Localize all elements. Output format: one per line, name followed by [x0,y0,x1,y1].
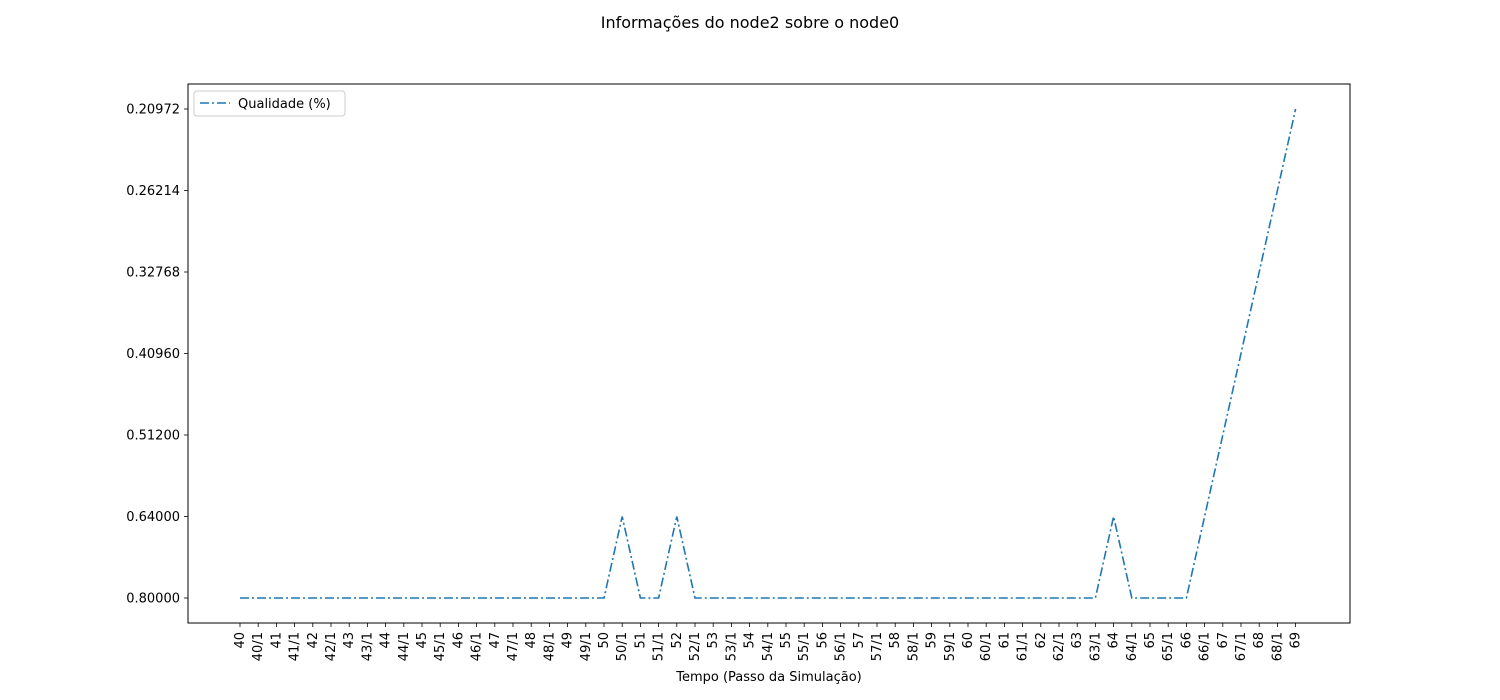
x-tick-label: 45 [415,632,430,649]
y-tick-label: 0.40960 [126,347,180,362]
x-tick-label: 64/1 [1125,632,1140,661]
x-tick-label: 44 [379,632,394,649]
x-tick-label: 49/1 [579,632,594,661]
x-tick-label: 57 [852,632,867,649]
x-tick-label: 42/1 [324,632,339,661]
x-tick-label: 46 [451,632,466,649]
x-tick-label: 63 [1070,632,1085,649]
x-tick-label: 62/1 [1052,632,1067,661]
x-tick-label: 59/1 [943,632,958,661]
legend: Qualidade (%) [193,90,346,117]
chart-title: Informações do node2 sobre o node0 [601,13,899,32]
x-tick-label: 40 [233,632,248,649]
x-tick-label: 66/1 [1198,632,1213,661]
x-tick-label: 65 [1143,632,1158,649]
y-tick-label: 0.51200 [126,429,180,444]
x-tick-label: 50/1 [615,632,630,661]
x-tick-label: 67 [1216,632,1231,649]
y-tick-label: 0.26214 [126,184,180,199]
x-tick-label: 51/1 [652,632,667,661]
x-tick-label: 62 [1034,632,1049,649]
x-tick-label: 52/1 [688,632,703,661]
x-tick-label: 45/1 [433,632,448,661]
x-tick-label: 54/1 [761,632,776,661]
x-tick-label: 59 [925,632,940,649]
x-tick-label: 49 [561,632,576,649]
series-line [240,108,1297,599]
legend-label: Qualidade (%) [238,97,331,112]
x-tick-label: 66 [1179,632,1194,649]
x-tick-label: 40/1 [251,632,266,661]
x-tick-label: 46/1 [470,632,485,661]
x-tick-label: 43/1 [360,632,375,661]
x-tick-label: 53/1 [724,632,739,661]
x-tick-label: 55/1 [797,632,812,661]
x-tick-label: 42 [306,632,321,649]
axes-ticks: 40 40/1 41 41/1 42 42/1 43 43/1 44 44/1 45 45/1 46 46… [126,103,1303,662]
x-tick-label: 61 [997,632,1012,649]
y-tick-label: 0.20972 [126,103,180,118]
x-tick-label: 56/1 [834,632,849,661]
x-tick-label: 60/1 [979,632,994,661]
x-tick-label: 41/1 [288,632,303,661]
x-axis-label: Tempo (Passo da Simulação) [675,670,862,685]
x-tick-label: 58 [888,632,903,649]
x-tick-label: 68 [1252,632,1267,649]
x-tick-label: 55 [779,632,794,649]
y-tick-label: 0.64000 [126,510,180,525]
x-tick-label: 69 [1289,632,1304,649]
x-tick-label: 58/1 [906,632,921,661]
y-tick-label: 0.32768 [126,266,180,281]
x-tick-label: 52 [670,632,685,649]
plot-frame [187,83,1351,624]
x-tick-label: 48/1 [542,632,557,661]
x-tick-label: 41 [269,632,284,649]
x-tick-label: 47 [488,632,503,649]
x-tick-label: 63/1 [1088,632,1103,661]
x-tick-label: 68/1 [1270,632,1285,661]
x-tick-label: 64 [1107,632,1122,649]
x-tick-label: 51 [633,632,648,649]
x-tick-label: 53 [706,632,721,649]
x-tick-label: 50 [597,632,612,649]
x-tick-label: 65/1 [1161,632,1176,661]
x-tick-label: 67/1 [1234,632,1249,661]
x-tick-label: 54 [743,632,758,649]
y-tick-label: 0.80000 [126,592,180,607]
legend-box [193,90,346,117]
x-tick-label: 57/1 [870,632,885,661]
x-tick-label: 48 [524,632,539,649]
plot-area [240,108,1297,599]
x-tick-label: 43 [342,632,357,649]
x-tick-label: 44/1 [397,632,412,661]
x-tick-label: 56 [815,632,830,649]
x-tick-label: 60 [961,632,976,649]
x-tick-label: 61/1 [1016,632,1031,661]
x-tick-label: 47/1 [506,632,521,661]
